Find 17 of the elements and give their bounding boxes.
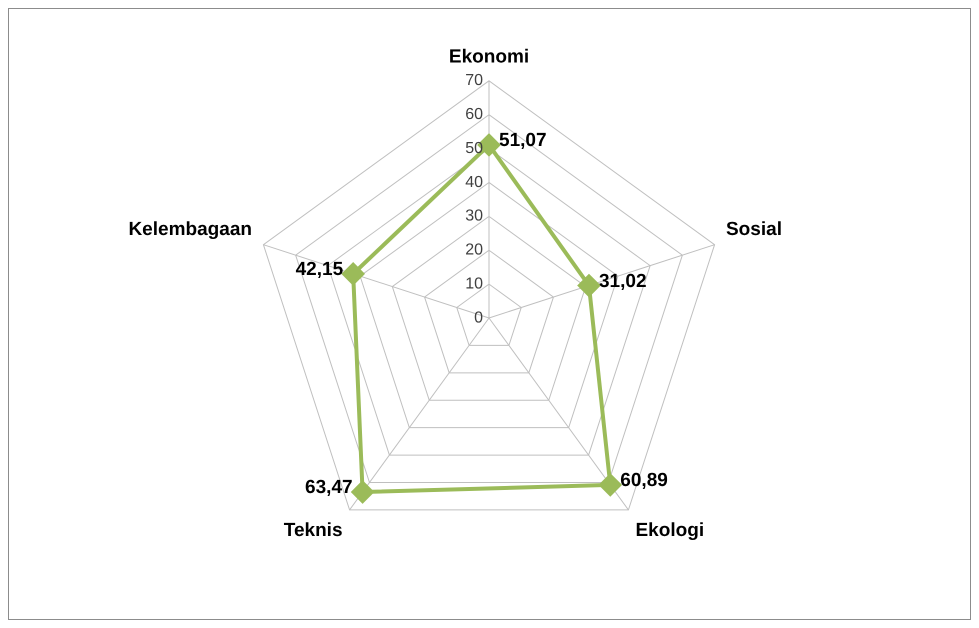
data-label: 31,02 [598,270,647,292]
spoke-label: Teknis [284,520,343,542]
data-label: 42,15 [296,259,344,280]
data-label: 60,89 [620,470,668,492]
y-tick-label: 70 [465,72,484,90]
data-label: 63,47 [305,477,353,498]
y-tick-label: 20 [465,242,484,259]
spoke-label: Sosial [726,218,782,240]
y-tick-label: 40 [465,174,484,191]
spoke-label: Ekonomi [448,46,530,68]
spoke-label: Ekologi [635,520,704,542]
y-tick-label: 10 [465,276,484,293]
y-tick-label: 60 [465,106,484,124]
data-label: 51,07 [499,130,547,152]
y-tick-label: 30 [465,208,484,225]
y-tick-label: 0 [474,309,484,326]
spoke-label: Kelembagaan [128,218,252,240]
